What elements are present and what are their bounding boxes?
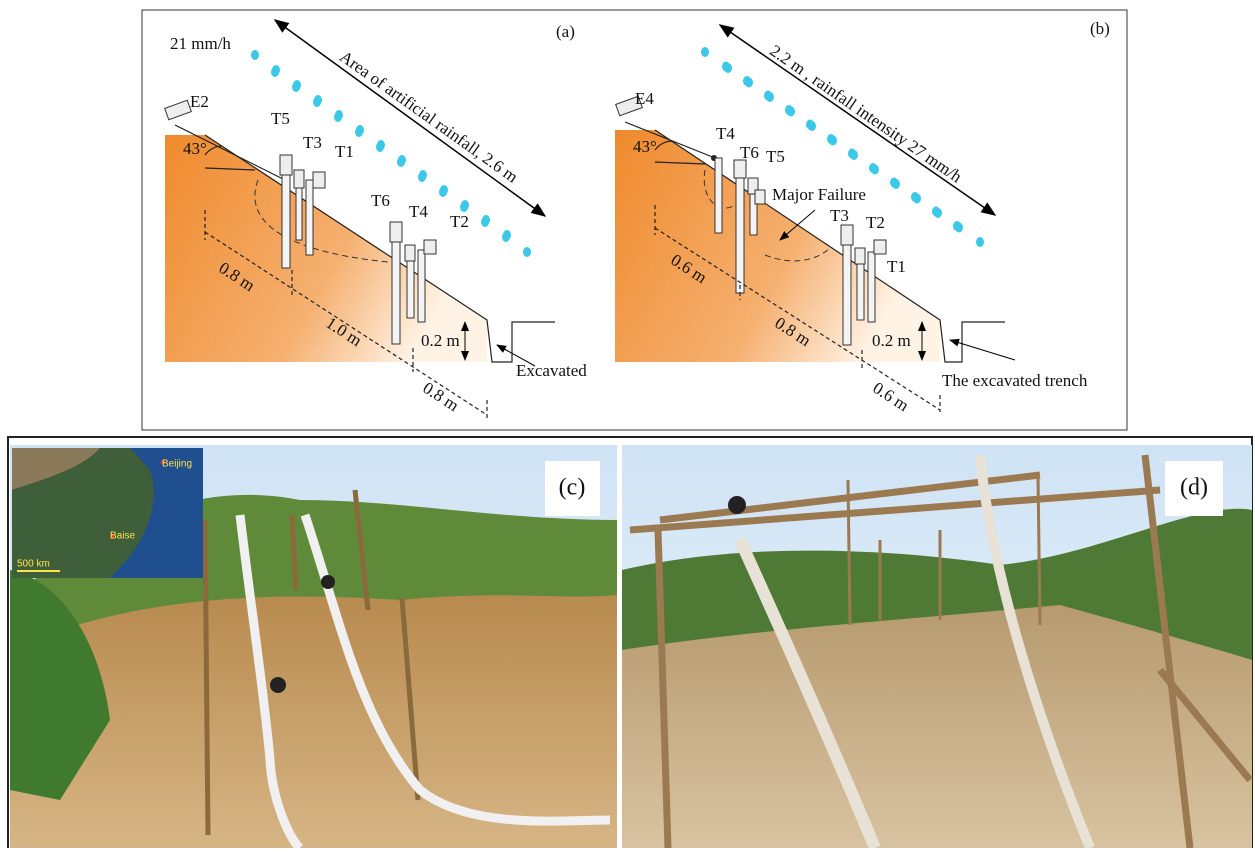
rain-drop	[334, 112, 342, 122]
rain-drop	[460, 202, 468, 212]
rain-drop	[701, 47, 709, 57]
gauge	[321, 575, 335, 589]
trench-label: The excavated trench	[942, 371, 1088, 390]
panel-label: (b)	[1090, 19, 1110, 38]
tensiometer-label: T3	[830, 206, 849, 225]
rain-drop	[355, 127, 363, 137]
map-label: Beijing	[162, 459, 192, 470]
tensiometer-label: T4	[716, 124, 735, 143]
tensiometer-label: T6	[371, 191, 390, 210]
panel-label: (a)	[556, 22, 575, 41]
tensiometer-label: T4	[409, 202, 428, 221]
rain-drop	[418, 172, 426, 182]
rain-drop	[724, 63, 732, 73]
rain-drop	[913, 194, 921, 204]
tensiometer-label: T3	[303, 133, 322, 152]
rain-drop	[934, 208, 942, 218]
slope-soil	[622, 605, 1252, 848]
tensiometer-label: T6	[740, 143, 759, 162]
rain-drop	[808, 121, 816, 131]
rain-drop	[439, 187, 447, 197]
angle-label: 43°	[633, 137, 657, 156]
sensor-label: E4	[635, 89, 654, 108]
tensiometer-label: T5	[766, 147, 785, 166]
tensiometer-label: T1	[887, 257, 906, 276]
panel-c: Beijing Baise 500 km (c)	[10, 445, 617, 848]
rain-drop	[523, 247, 531, 257]
panel-d: (d)	[622, 445, 1252, 848]
tensiometer-label: T5	[271, 109, 290, 128]
rain-drop	[481, 217, 489, 227]
map-scale: 500 km	[17, 559, 50, 570]
gauge	[728, 496, 746, 514]
rain-drop	[313, 97, 321, 107]
map-inset: Beijing Baise 500 km	[12, 448, 203, 578]
panel-label: (d)	[1180, 475, 1208, 501]
rain-drop	[892, 179, 900, 189]
rain-drop	[955, 223, 963, 233]
rain-drop	[829, 136, 837, 146]
gauge	[270, 677, 286, 693]
trench-label: Excavated	[516, 361, 587, 380]
rain-drop	[745, 78, 753, 88]
failure-label: Major Failure	[772, 185, 866, 204]
rain-drop	[292, 82, 300, 92]
tensiometer-label: T2	[866, 213, 885, 232]
rain-drop	[397, 157, 405, 167]
tensiometer-label: T1	[335, 142, 354, 161]
rain-drop	[271, 67, 279, 77]
depth-label: 0.2 m	[421, 331, 460, 350]
figure: (a) 21 mm/h Area of artificial rainfall,…	[0, 0, 1255, 848]
rain-drop	[850, 150, 858, 160]
rain-drop	[871, 165, 879, 175]
depth-label: 0.2 m	[872, 331, 911, 350]
angle-label: 43°	[183, 139, 207, 158]
sensor-label: E2	[190, 92, 209, 111]
rain-drop	[376, 142, 384, 152]
rain-drop	[502, 232, 510, 242]
tensiometer-label: T2	[450, 212, 469, 231]
rain-drop	[251, 50, 259, 60]
rain-drop	[766, 92, 774, 102]
rain-drop	[787, 107, 795, 117]
map-label: Baise	[110, 531, 135, 542]
rain-drop	[976, 237, 984, 247]
panel-label: (c)	[559, 475, 586, 501]
page: {"panel_a": {"label": "(a)", "intensity"…	[0, 0, 1255, 848]
rain-intensity: 21 mm/h	[170, 34, 231, 53]
